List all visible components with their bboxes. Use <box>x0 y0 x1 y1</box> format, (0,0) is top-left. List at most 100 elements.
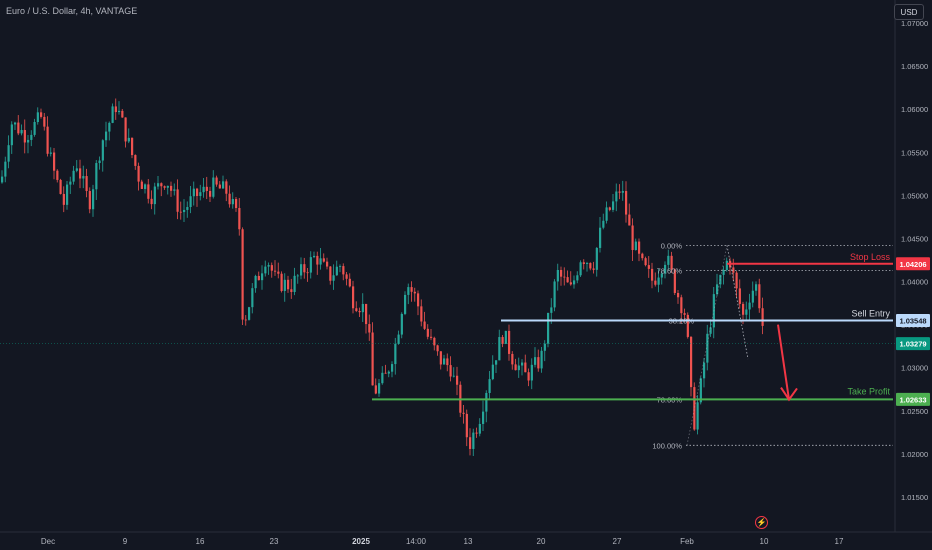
candle <box>433 337 436 346</box>
candle <box>641 253 644 259</box>
candle <box>231 198 234 205</box>
candle <box>397 334 400 344</box>
time-tick-label: 14:00 <box>406 537 427 546</box>
candle <box>634 241 637 250</box>
candle <box>742 303 745 315</box>
candle <box>511 353 514 365</box>
candle <box>394 343 397 365</box>
candle <box>222 181 225 189</box>
candle <box>550 307 553 313</box>
candle <box>173 189 176 191</box>
candle <box>339 266 342 267</box>
candle <box>371 332 374 386</box>
candle <box>686 314 689 337</box>
candle <box>410 287 413 292</box>
candle <box>30 134 33 140</box>
candle <box>514 364 517 371</box>
candle <box>205 186 208 191</box>
currency-button[interactable]: USD <box>894 4 924 20</box>
candle <box>326 261 329 267</box>
candle <box>235 198 238 208</box>
candle <box>277 271 280 274</box>
price-tick-label: 1.03000 <box>901 364 928 373</box>
candle <box>131 137 134 156</box>
fib-trend-line <box>686 245 728 446</box>
candle <box>300 264 303 276</box>
time-tick-label: 27 <box>613 537 622 546</box>
candle <box>196 188 199 196</box>
take-profit-tag <box>896 392 930 406</box>
candle <box>573 280 576 285</box>
candle <box>547 312 550 344</box>
candle <box>105 131 108 141</box>
candle <box>462 412 465 414</box>
candle <box>368 324 371 333</box>
candle <box>540 350 543 369</box>
candle <box>592 268 595 270</box>
candle <box>303 264 306 273</box>
candle <box>446 358 449 366</box>
candle <box>589 263 592 269</box>
candle <box>699 378 702 403</box>
candle <box>706 333 709 363</box>
candle <box>491 364 494 380</box>
candle <box>426 328 429 337</box>
candle <box>517 365 520 371</box>
time-tick-label: 2025 <box>352 537 370 546</box>
candle <box>332 275 335 281</box>
candle <box>296 275 299 277</box>
candle <box>667 255 670 265</box>
candle <box>660 273 663 278</box>
lightning-icon[interactable]: ⚡ <box>755 516 768 529</box>
candle <box>49 152 52 154</box>
price-tick-label: 1.04500 <box>901 234 928 243</box>
candle <box>170 185 173 191</box>
candle <box>488 379 491 393</box>
candle <box>602 220 605 228</box>
candle <box>46 126 49 154</box>
candle <box>673 269 676 293</box>
take-profit-label: Take Profit <box>847 386 890 396</box>
candle <box>452 375 455 377</box>
candle <box>56 170 59 180</box>
candle <box>478 423 481 434</box>
candle <box>179 211 182 213</box>
candle <box>283 279 286 291</box>
candle <box>654 280 657 285</box>
candle <box>293 275 296 292</box>
candle <box>316 255 319 265</box>
candle <box>147 184 150 199</box>
candle <box>560 269 563 277</box>
candle <box>735 272 738 289</box>
candle <box>241 229 244 320</box>
candle <box>134 155 137 166</box>
candle <box>95 163 98 190</box>
candle <box>111 106 114 123</box>
candle <box>352 286 355 309</box>
candle <box>69 181 72 185</box>
candle <box>569 282 572 285</box>
candle <box>413 291 416 294</box>
candle <box>137 165 140 182</box>
candle <box>703 362 706 379</box>
time-tick-label: Dec <box>41 537 55 546</box>
candle <box>761 308 764 326</box>
candle <box>309 257 312 273</box>
symbol-title[interactable]: Euro / U.S. Dollar, 4h, VANTAGE <box>6 6 138 16</box>
candle <box>40 112 43 117</box>
candle <box>644 258 647 266</box>
candle <box>88 191 91 210</box>
candle <box>524 362 527 373</box>
candle <box>579 262 582 276</box>
candle <box>144 184 147 189</box>
time-tick-label: 20 <box>537 537 546 546</box>
candle <box>335 266 338 276</box>
candle <box>465 413 468 438</box>
current-price-tag-label: 1.03279 <box>899 340 926 349</box>
candle <box>508 330 511 354</box>
candle <box>709 327 712 334</box>
candle <box>722 269 725 275</box>
candle <box>121 110 124 118</box>
candle <box>543 343 546 351</box>
